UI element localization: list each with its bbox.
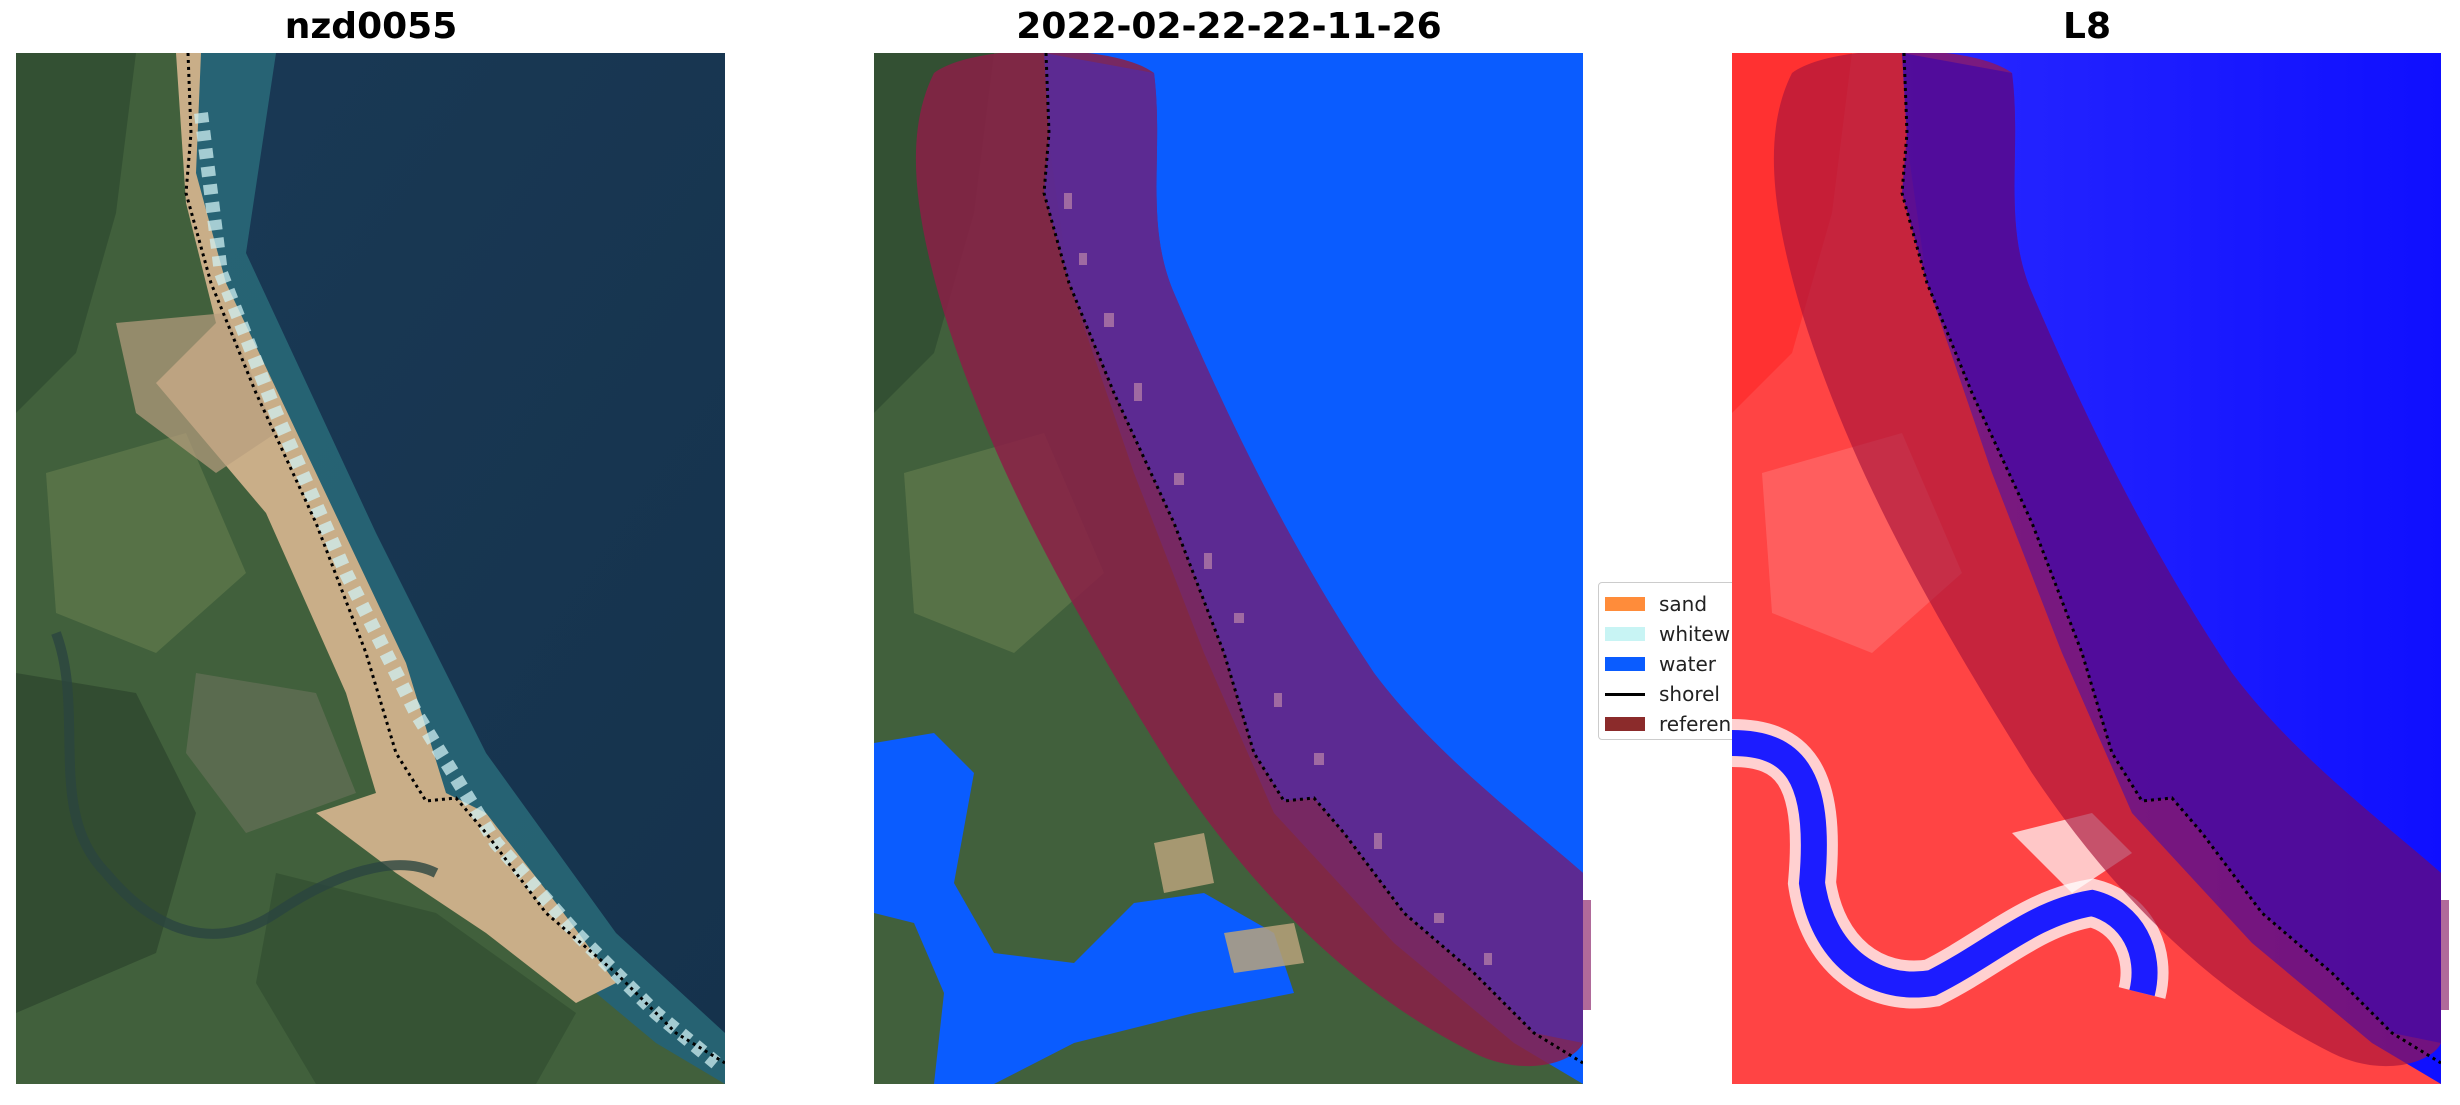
index-inland-channel — [1732, 730, 2158, 998]
legend-label-shoreline: shorel — [1659, 682, 1720, 706]
legend-label-reference: referen — [1659, 712, 1732, 736]
surf-line — [194, 112, 721, 1069]
index-buffer-edge-stub — [2441, 900, 2449, 1010]
legend-label-sand: sand — [1659, 592, 1708, 616]
index-buffer-water-side — [1902, 53, 2441, 1043]
panel-title-rgb: nzd0055 — [284, 6, 458, 47]
inland-water-class — [874, 733, 1294, 1084]
legend: sand whitew water shorel referen — [1598, 582, 1738, 740]
legend-label-water: water — [1659, 652, 1716, 676]
legend-item-water: water — [1605, 649, 1737, 679]
buffer-edge-stub — [1583, 900, 1591, 1010]
reference-swatch-icon — [1605, 717, 1645, 731]
rgb-satellite-image — [16, 53, 725, 1084]
buffer-water-side — [1044, 53, 1583, 1043]
legend-item-reference: referen — [1605, 709, 1737, 739]
shoreline-line-icon — [1605, 692, 1645, 696]
legend-item-shoreline: shorel — [1605, 679, 1737, 709]
legend-item-whitewater: whitew — [1605, 619, 1737, 649]
classified-image — [874, 53, 1583, 1084]
legend-label-whitewater: whitew — [1659, 622, 1731, 646]
index-image-svg — [1732, 53, 2441, 1084]
sand-beach — [156, 53, 616, 1003]
land-area — [16, 53, 725, 1084]
panel-title-index: L8 — [2063, 6, 2111, 47]
legend-item-sand: sand — [1605, 589, 1737, 619]
sand-swatch-icon — [1605, 597, 1645, 611]
estuary-channel — [51, 631, 439, 939]
water-swatch-icon — [1605, 657, 1645, 671]
classified-image-svg — [874, 53, 1583, 1084]
whitewater-speckles — [1064, 193, 1492, 965]
rgb-image-svg — [16, 53, 725, 1084]
whitewater-swatch-icon — [1605, 627, 1645, 641]
panel-title-classified: 2022-02-22-22-11-26 — [1016, 6, 1442, 47]
index-image — [1732, 53, 2441, 1084]
